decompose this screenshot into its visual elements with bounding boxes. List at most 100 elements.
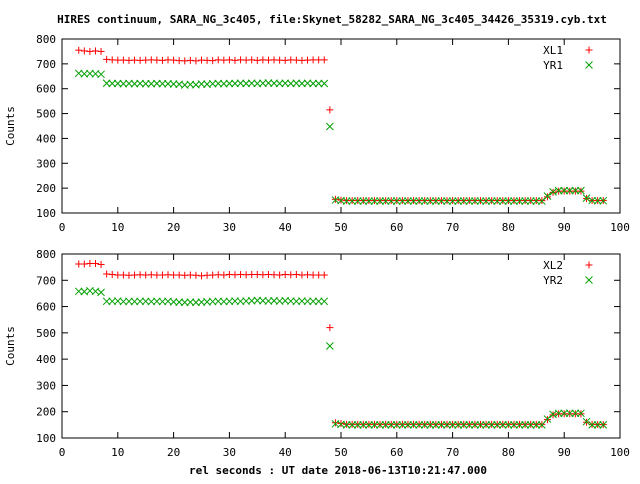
point-yr1	[471, 197, 479, 205]
x-tick-label: 90	[558, 221, 571, 234]
y-tick-label: 200	[36, 406, 56, 419]
x-tick-label: 60	[390, 221, 403, 234]
point-yr1-d2	[309, 79, 317, 88]
point-yr2-d2	[275, 297, 284, 305]
point-yr2-d2	[309, 297, 317, 306]
point-yr1	[437, 197, 446, 205]
x-tick-label: 20	[167, 446, 180, 459]
point-yr2-d2	[560, 409, 569, 418]
point-xl1	[209, 57, 217, 65]
y-tick-label: 800	[36, 248, 56, 261]
point-yr1	[353, 197, 362, 205]
x-tick-label: 80	[502, 221, 515, 234]
point-yr2-d2	[549, 410, 557, 419]
point-yr1	[476, 197, 485, 205]
point-yr2	[510, 421, 518, 429]
point-yr1-d2	[342, 197, 351, 205]
x-tick-label: 0	[59, 221, 66, 234]
point-yr2-d2	[314, 297, 323, 306]
point-yr2	[415, 421, 423, 429]
point-yr1-d2	[432, 197, 440, 205]
point-yr2-d2	[420, 421, 429, 429]
point-yr2-d2	[599, 421, 608, 429]
point-yr2-d2	[465, 421, 474, 429]
legend-marker-yr2-d2	[585, 276, 593, 284]
point-yr1	[465, 197, 474, 205]
point-yr2-d2	[108, 297, 117, 306]
point-yr1-d2	[554, 186, 563, 195]
point-yr1-d2	[314, 79, 323, 88]
point-yr2-d2	[387, 421, 396, 429]
point-yr1-d2	[504, 197, 513, 205]
point-yr2	[437, 421, 446, 429]
point-yr2-d2	[325, 342, 334, 350]
point-yr1-d2	[593, 196, 602, 205]
point-yr2-d2	[264, 297, 273, 305]
point-xl1	[320, 56, 328, 64]
series-yr1	[74, 69, 608, 205]
point-yr1-d2	[253, 79, 262, 88]
point-yr1	[487, 197, 496, 205]
x-tick-label: 50	[334, 221, 347, 234]
point-yr1-d2	[415, 197, 423, 205]
point-yr2	[454, 421, 463, 429]
y-tick-label: 300	[36, 379, 56, 392]
point-yr2-d2	[487, 421, 496, 429]
point-yr1-d2	[353, 197, 362, 205]
chart-panel-1: 0 10 20 30 40 50 60 70 80 90 100 100 200 300 400 500 600…	[4, 33, 630, 234]
point-yr2-d2	[192, 298, 200, 307]
point-xl2	[331, 419, 339, 427]
point-yr2-d2	[392, 421, 401, 429]
point-yr1	[158, 79, 167, 88]
point-yr1-d2	[543, 192, 552, 200]
point-yr1-d2	[387, 197, 396, 205]
point-yr2-d2	[409, 421, 418, 429]
point-yr1-d2	[471, 197, 479, 205]
point-yr1-d2	[97, 70, 105, 79]
point-yr1-d2	[487, 197, 496, 205]
point-yr1-d2	[515, 197, 524, 205]
point-yr2	[593, 421, 602, 429]
point-yr2-d2	[448, 421, 457, 429]
point-yr1-d2	[420, 197, 429, 205]
point-yr1	[398, 197, 407, 205]
point-yr1	[493, 197, 502, 205]
point-xl1	[326, 106, 334, 114]
point-yr2	[487, 421, 496, 429]
point-yr1-d2	[437, 197, 446, 205]
plot-frame-1	[61, 38, 621, 214]
point-yr1-d2	[571, 186, 580, 195]
point-yr2	[471, 421, 479, 429]
point-yr1-d2	[398, 197, 407, 205]
point-yr1-d2	[130, 79, 139, 88]
point-yr2-d2	[404, 421, 412, 429]
point-yr2-d2	[565, 409, 574, 418]
y-tick-label: 100	[36, 432, 56, 445]
point-yr1-d2	[298, 79, 306, 88]
point-yr1-d2	[493, 197, 502, 205]
point-yr2-d2	[219, 297, 228, 306]
point-yr1-d2	[454, 197, 463, 205]
point-xl2	[326, 324, 334, 332]
legend-label-yr1: YR1	[543, 59, 563, 72]
x-tick-label: 30	[223, 446, 236, 459]
point-yr1-d2	[565, 186, 574, 195]
chart-title: HIRES continuum, SARA_NG_3c405, file:Sky…	[57, 13, 607, 26]
point-yr2-d2	[504, 421, 513, 429]
point-yr1	[376, 197, 384, 205]
point-yr2-d2	[147, 297, 156, 306]
point-xl2	[337, 420, 345, 428]
point-xl2	[198, 272, 205, 280]
plot-frame-2	[61, 253, 621, 439]
x-tick-label: 10	[111, 221, 124, 234]
point-yr2	[97, 288, 105, 297]
point-yr1-d2	[376, 197, 384, 205]
point-xl2	[80, 260, 88, 268]
point-yr2	[376, 421, 384, 429]
point-xl2	[91, 259, 99, 267]
point-yr2	[359, 421, 368, 429]
point-yr1-d2	[119, 79, 128, 88]
point-yr2-d2	[510, 421, 518, 429]
point-yr1-d2	[549, 188, 557, 196]
